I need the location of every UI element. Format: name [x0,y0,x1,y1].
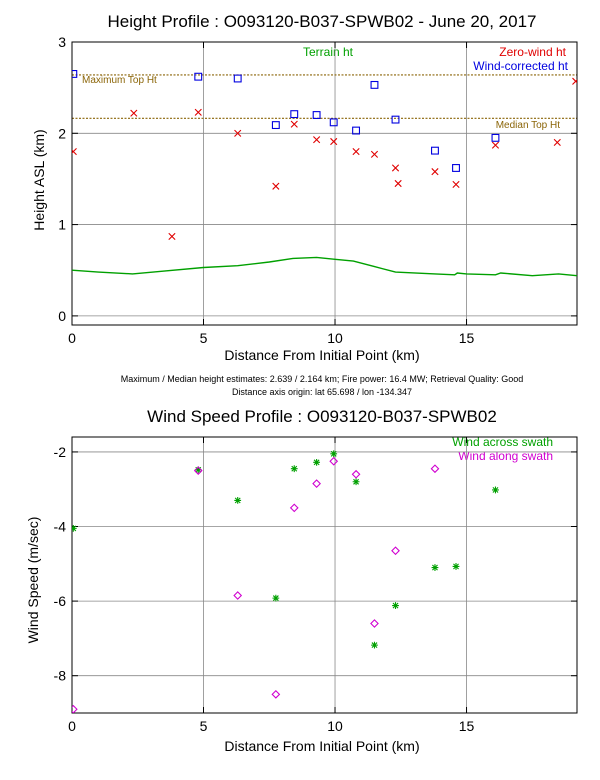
wind-ytick-label: -6 [54,593,67,609]
zero-wind-ht-point [553,138,561,147]
wind-speed-profile-xlabel: Distance From Initial Point (km) [224,738,419,754]
height-ytick-label: 3 [58,34,66,50]
height-xtick-label: 15 [459,330,475,346]
wind-ytick-label: -2 [54,444,67,460]
wind-corrected-ht-point [72,70,78,78]
wind-across-swath-point [452,563,460,570]
zero-wind-ht-point [370,150,379,158]
wind-along-swath-point [289,503,299,513]
wind-along-swath-point [329,456,339,466]
legend-wind-along-swath: Wind along swath [458,449,553,463]
wind-corrected-ht-point [370,80,379,89]
wind-across-swath-point [352,478,360,486]
zero-wind-ht-point [234,129,242,137]
wind-along-swath-point [72,704,78,713]
height-ytick-label: 1 [58,217,66,233]
zero-wind-ht-point [130,109,138,117]
wind-series-group [72,450,499,713]
wind-along-swath-point [193,466,203,475]
wind-corrected-ht-point [391,115,400,124]
height-ytick-label: 2 [58,125,66,141]
wind-corrected-ht-point [271,121,280,130]
wind-corrected-ht-point [194,72,203,81]
wind-along-swath-point [391,546,400,556]
legend-terrain-ht: Terrain ht [303,45,354,59]
wind-across-swath-point [392,602,399,609]
zero-wind-ht-point [290,120,298,128]
zero-wind-ht-point [194,108,202,116]
wind-along-swath-point [370,619,379,628]
height-plot-group: 0 5 10 15 0 1 2 3 [58,34,578,346]
wind-speed-profile-ylabel: Wind Speed (m/sec) [25,517,41,644]
wind-along-swath-point [312,479,321,488]
wind-across-swath-point [194,466,202,474]
zero-wind-ht-point [313,136,321,144]
wind-ytick-label: -4 [54,519,67,535]
zero-wind-ht-point [330,137,338,146]
zero-wind-ht-point [491,141,500,149]
wind-along-swath-point [351,469,361,479]
wind-corrected-ht-point [329,118,338,127]
wind-along-swath-point [233,591,243,600]
zero-wind-ht-point [272,182,280,190]
wind-xtick-label: 15 [459,718,475,734]
wind-across-swath-point [234,497,242,504]
zero-wind-ht-point [72,147,77,156]
wind-along-swath-point [430,464,440,474]
legend-wind-corrected-ht: Wind-corrected ht [473,59,568,73]
wind-corrected-ht-point [431,146,439,155]
wind-across-swath-point [72,524,77,532]
height-xtick-label: 5 [200,330,208,346]
wind-across-swath-point [313,458,321,466]
wind-corrected-ht-point [290,110,299,119]
wind-across-swath-point [290,465,298,473]
zero-wind-ht-point [352,147,360,156]
zero-wind-ht-point [391,164,400,172]
origin-info-line: Distance axis origin: lat 65.698 / lon -… [232,387,412,397]
height-xtick-label: 0 [68,330,76,346]
wind-across-swath-point [330,450,338,458]
wind-xtick-label: 0 [68,718,76,734]
height-profile-ylabel: Height ASL (km) [31,129,47,230]
wind-along-swath-point [271,689,281,699]
wind-across-swath-point [492,486,499,494]
zero-wind-ht-point [572,77,577,85]
wind-xtick-label: 10 [327,718,343,734]
wind-ytick-label: -8 [54,668,67,684]
wind-plot-group: 0 5 10 15 -8 -6 -4 -2 [54,436,578,734]
wind-speed-profile-title: Wind Speed Profile : O093120-B037-SPWB02 [147,407,497,426]
wind-plot-frame [71,436,578,714]
wind-corrected-ht-point [491,133,500,142]
wind-corrected-ht-point [352,126,361,135]
zero-wind-ht-point [168,232,176,241]
height-series-group [72,70,577,277]
height-ytick-label: 0 [58,308,66,324]
wind-xtick-label: 5 [200,718,208,734]
zero-wind-ht-point [394,179,402,188]
wind-across-swath-point [371,641,378,649]
height-plot-frame [71,41,578,326]
estimates-info-line: Maximum / Median height estimates: 2.639… [121,374,524,384]
height-xtick-label: 10 [327,330,343,346]
wind-corrected-ht-point [312,111,321,119]
legend-wind-across-swath: Wind across swath [452,435,553,449]
wind-across-swath-point [431,564,439,571]
maximum-top-ht-label: Maximum Top Ht [82,75,157,86]
height-profile-xlabel: Distance From Initial Point (km) [224,347,419,363]
zero-wind-ht-point [452,180,460,189]
wind-corrected-ht-point [452,164,460,172]
median-top-ht-label: Median Top Ht [496,120,561,131]
terrain-ht-line [72,256,577,277]
height-profile-title: Height Profile : O093120-B037-SPWB02 - J… [107,12,536,31]
wind-across-swath-point [272,594,280,602]
legend-zero-wind-ht: Zero-wind ht [499,45,566,59]
wind-corrected-ht-point [233,74,242,83]
zero-wind-ht-point [431,168,439,176]
